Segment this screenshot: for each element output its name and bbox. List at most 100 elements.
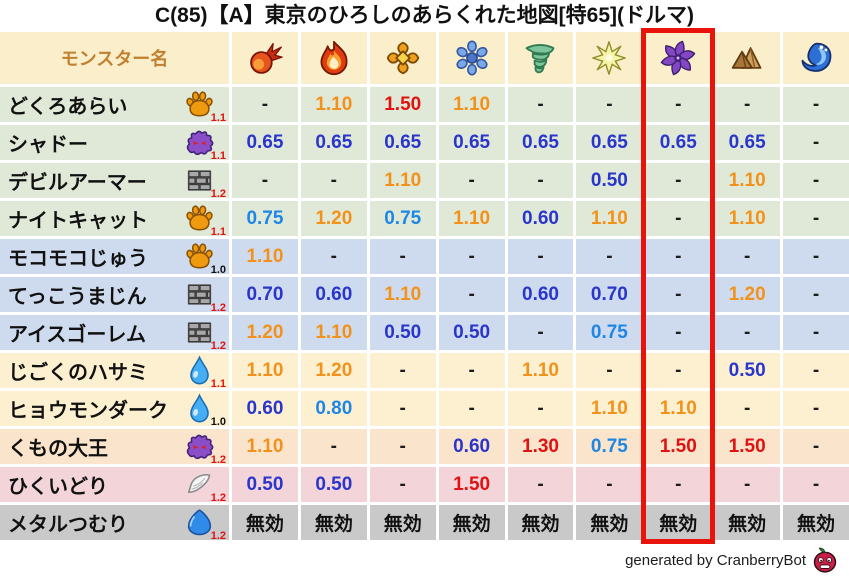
- monster-name: じごくのハサミ: [8, 362, 148, 384]
- resistance-cell: 1.10: [300, 87, 367, 122]
- resistance-value: 0.75: [384, 207, 422, 229]
- resistance-value: -: [468, 169, 475, 191]
- resistance-value: 0.50: [384, 321, 422, 343]
- resistance-cell: 0.75: [369, 201, 436, 236]
- resistance-cell: -: [507, 315, 574, 350]
- resistance-value: -: [812, 207, 820, 229]
- monster-name-cell: どくろあらい 1.1: [0, 87, 229, 122]
- monster-name-cell: メタルつむり 1.2: [0, 505, 229, 540]
- resistance-value: -: [744, 397, 751, 419]
- resistance-cell: -: [232, 87, 298, 122]
- resistance-cell: -: [645, 315, 712, 350]
- water-icon: [798, 40, 834, 76]
- resistance-value: 1.10: [384, 169, 422, 191]
- resistance-cell: 0.65: [369, 125, 436, 160]
- light-icon: [591, 40, 627, 76]
- shadow-icon: 1.1: [184, 127, 226, 160]
- resistance-cell: 0.65: [576, 125, 643, 160]
- resistance-cell: 1.10: [507, 353, 574, 388]
- resistance-value: 無効: [521, 514, 560, 535]
- resistance-cell: -: [369, 239, 436, 274]
- resistance-value: -: [537, 93, 544, 115]
- resistance-cell: 0.60: [507, 277, 574, 312]
- type-modifier: 1.0: [210, 416, 226, 427]
- resistance-cell: 1.10: [576, 391, 643, 426]
- resistance-value: -: [675, 93, 682, 115]
- element-header-cell: [714, 32, 781, 84]
- resistance-cell: 1.30: [507, 429, 574, 464]
- resistance-cell: -: [507, 467, 574, 502]
- resistance-cell: -: [576, 467, 643, 502]
- resistance-cell: -: [300, 429, 367, 464]
- footer-credit: generated by CranberryBot: [625, 546, 839, 574]
- brick-icon: 1.2: [184, 279, 226, 312]
- resistance-value: -: [468, 397, 475, 419]
- monster-name-cell: くもの大王 1.2: [0, 429, 229, 464]
- resistance-cell: -: [369, 391, 436, 426]
- no-effect-cell: 無効: [645, 505, 712, 540]
- monster-name-cell: じごくのハサミ 1.1: [0, 353, 229, 388]
- resistance-cell: -: [714, 239, 781, 274]
- resistance-value: -: [812, 169, 820, 191]
- resistance-value: -: [399, 359, 406, 381]
- resistance-value: 1.10: [590, 397, 628, 419]
- resistance-value: 1.20: [315, 207, 353, 229]
- resistance-value: 0.50: [728, 359, 766, 381]
- paw-icon: 1.1: [184, 89, 226, 122]
- resistance-value: 1.10: [315, 93, 353, 115]
- resistance-value: 無効: [245, 514, 284, 535]
- resistance-cell: 1.50: [645, 429, 712, 464]
- no-effect-cell: 無効: [507, 505, 574, 540]
- monster-name-cell: シャドー 1.1: [0, 125, 229, 160]
- resistance-value: -: [399, 473, 406, 495]
- monster-name-cell: デビルアーマー 1.2: [0, 163, 229, 198]
- resistance-cell: 0.70: [576, 277, 643, 312]
- resistance-value: 0.50: [315, 473, 353, 495]
- resistance-cell: 0.65: [645, 125, 712, 160]
- resistance-cell: 0.60: [300, 277, 367, 312]
- resistance-value: 1.30: [522, 435, 559, 457]
- page-title: C(85)【A】東京のひろしのあらくれた地図[特65](ドルマ): [154, 4, 694, 27]
- resistance-value: -: [744, 245, 751, 267]
- resistance-value: -: [399, 435, 406, 457]
- resistance-value: -: [812, 131, 820, 153]
- resistance-value: 0.50: [453, 321, 491, 343]
- resistance-cell: -: [507, 391, 574, 426]
- resistance-cell: 1.10: [645, 391, 712, 426]
- resistance-value: 1.50: [384, 93, 422, 115]
- resistance-value: -: [675, 321, 682, 343]
- resistance-cell: 1.10: [232, 239, 298, 274]
- resistance-value: -: [261, 169, 269, 191]
- resistance-value: 無効: [383, 514, 422, 535]
- resistance-value: 1.10: [522, 359, 559, 381]
- monster-name: モコモコじゅう: [8, 248, 148, 270]
- resistance-cell: -: [783, 315, 849, 350]
- resistance-cell: -: [714, 467, 781, 502]
- resistance-cell: 1.10: [714, 201, 781, 236]
- resistance-cell: 0.50: [300, 467, 367, 502]
- resistance-value: 0.75: [590, 321, 628, 343]
- type-modifier: 1.1: [210, 150, 226, 161]
- resistance-value: -: [744, 473, 751, 495]
- resistance-cell: 1.10: [576, 201, 643, 236]
- resistance-value: -: [537, 169, 544, 191]
- resistance-value: 0.60: [246, 397, 284, 419]
- element-header-cell: [438, 32, 505, 84]
- brick-icon: 1.2: [184, 317, 226, 350]
- resistance-value: -: [675, 169, 682, 191]
- resistance-cell: 0.60: [507, 201, 574, 236]
- resistance-value: 1.10: [590, 207, 628, 229]
- resistance-value: 1.10: [246, 245, 284, 267]
- resistance-value: -: [537, 321, 544, 343]
- resistance-value: -: [812, 397, 820, 419]
- resistance-value: -: [606, 93, 613, 115]
- monster-name-cell: ひくいどり 1.2: [0, 467, 229, 502]
- resistance-cell: 0.70: [232, 277, 298, 312]
- resistance-cell: -: [369, 353, 436, 388]
- resistance-value: 0.50: [590, 169, 628, 191]
- resistance-value: 1.10: [453, 93, 491, 115]
- resistance-cell: -: [645, 353, 712, 388]
- resistance-cell: -: [783, 277, 849, 312]
- resistance-value: 無効: [590, 514, 629, 535]
